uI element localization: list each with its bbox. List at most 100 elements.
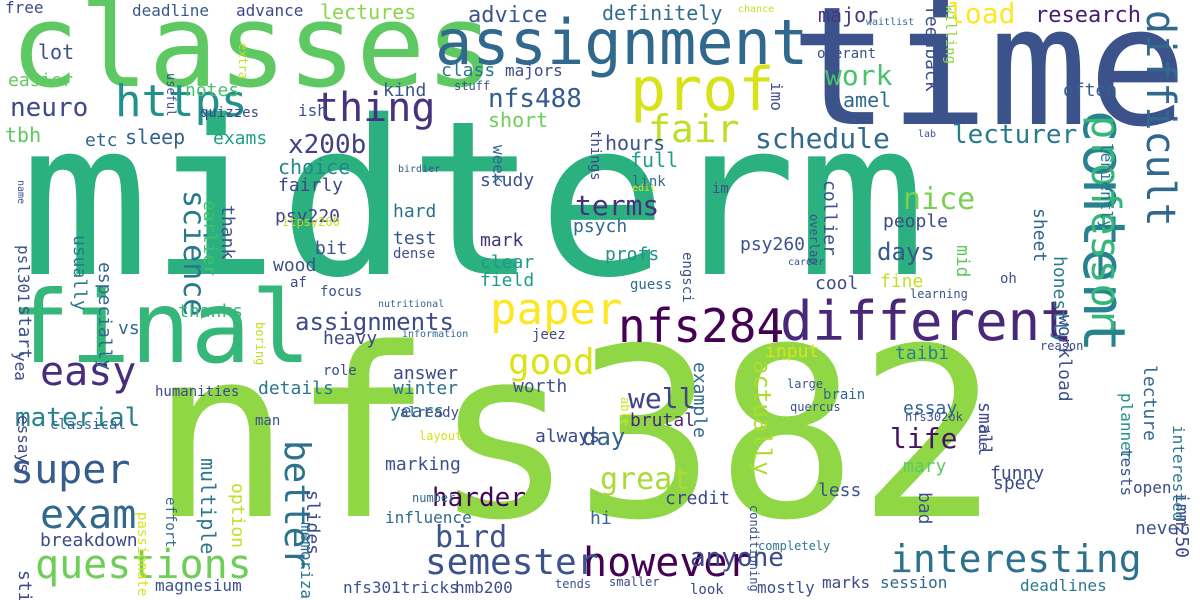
cloud-word: time xyxy=(790,0,1188,163)
cloud-word: waitlist xyxy=(866,17,915,28)
cloud-word: leniently xyxy=(1097,143,1116,230)
cloud-word: conditioning xyxy=(747,505,761,592)
cloud-word: effort xyxy=(162,497,178,548)
cloud-word: tests xyxy=(1117,448,1136,497)
cloud-word: advice xyxy=(468,3,548,28)
cloud-word: session xyxy=(880,573,948,592)
cloud-word: clear xyxy=(480,252,535,273)
cloud-word: week xyxy=(489,145,508,184)
cloud-word: fair xyxy=(648,107,740,151)
cloud-word: able xyxy=(618,397,632,426)
cloud-word: large xyxy=(787,377,824,391)
cloud-word: heavy xyxy=(323,328,378,349)
cloud-word: im xyxy=(712,181,729,197)
cloud-word: good xyxy=(508,342,595,383)
cloud-word: assignment xyxy=(435,6,809,79)
cloud-word: oh xyxy=(1000,271,1017,287)
cloud-word: super xyxy=(10,447,131,493)
cloud-word: class xyxy=(441,60,496,81)
cloud-word: research xyxy=(1035,3,1141,28)
cloud-word: different xyxy=(780,290,1073,353)
cloud-word: brain xyxy=(823,387,866,403)
cloud-word: final xyxy=(10,269,312,386)
cloud-word: days xyxy=(877,238,935,266)
cloud-word: magnesium xyxy=(155,576,242,595)
cloud-word: semester xyxy=(425,542,599,583)
cloud-word: kind xyxy=(383,80,427,101)
cloud-word: field xyxy=(480,270,535,291)
cloud-word: credit xyxy=(665,488,731,509)
cloud-word: schedule xyxy=(755,122,890,155)
cloud-word: information xyxy=(402,329,469,340)
cloud-word: midterm xyxy=(20,74,927,325)
cloud-word: mary xyxy=(903,456,947,477)
cloud-word: notes xyxy=(185,80,240,101)
cloud-word: operant xyxy=(817,46,877,62)
cloud-word: input xyxy=(765,341,820,362)
cloud-word: paper xyxy=(490,284,623,335)
cloud-word: classical xyxy=(50,417,126,433)
cloud-word: mostly xyxy=(757,578,815,597)
cloud-word: answer xyxy=(393,363,459,384)
cloud-word: edit xyxy=(632,183,657,194)
cloud-word: material xyxy=(15,403,141,433)
cloud-word: etc xyxy=(85,130,118,151)
cloud-word: choice xyxy=(278,155,351,179)
cloud-word: fairly xyxy=(278,175,344,196)
cloud-word: load xyxy=(948,0,1016,30)
cloud-word: man xyxy=(255,413,281,429)
cloud-word: yea xyxy=(11,352,30,381)
cloud-word: essay xyxy=(903,398,958,419)
cloud-word: career xyxy=(788,257,825,268)
cloud-word: vs xyxy=(118,318,140,339)
cloud-word: due xyxy=(975,425,991,451)
cloud-word: lot xyxy=(38,40,75,64)
cloud-word: anyone xyxy=(690,543,784,573)
cloud-word: imo xyxy=(767,82,786,111)
cloud-word: day xyxy=(582,423,626,451)
cloud-word: usually xyxy=(69,235,90,311)
cloud-word: feedback xyxy=(921,5,942,92)
cloud-word: nfs284 xyxy=(618,299,785,353)
cloud-word: years xyxy=(390,401,445,422)
cloud-word: birdier xyxy=(398,164,441,175)
cloud-word: collier xyxy=(819,180,840,256)
cloud-word: quercus xyxy=(790,400,841,414)
cloud-word: thank xyxy=(217,205,238,260)
cloud-word: interested xyxy=(1169,425,1188,522)
cloud-word: ish xyxy=(298,101,327,120)
cloud-word: look xyxy=(690,582,724,598)
cloud-word: already xyxy=(400,405,460,421)
cloud-word: mid xyxy=(952,245,973,278)
cloud-word: multiple xyxy=(196,458,220,555)
cloud-word: hours xyxy=(605,131,666,155)
cloud-word: hmb200 xyxy=(455,578,513,597)
cloud-word: bird xyxy=(435,520,508,555)
cloud-word: https xyxy=(115,76,248,127)
cloud-word: fine xyxy=(880,271,924,292)
cloud-word: link xyxy=(632,174,666,190)
cloud-word: quizzes xyxy=(200,105,260,121)
cloud-word: role xyxy=(323,363,357,379)
cloud-word: free xyxy=(5,0,44,17)
cloud-word: jeez xyxy=(532,327,566,343)
cloud-word: things xyxy=(587,130,603,181)
cloud-word: thing xyxy=(315,85,436,131)
cloud-word: engsci xyxy=(679,252,695,303)
cloud-word: lab xyxy=(918,129,937,140)
cloud-word: lecture xyxy=(1139,365,1160,441)
cloud-word: interesting xyxy=(890,537,1142,581)
cloud-word: nfs488 xyxy=(488,84,582,114)
cloud-word: lecturer xyxy=(952,120,1078,150)
cloud-word: sleep xyxy=(125,125,186,149)
cloud-word: nfs302ok xyxy=(905,410,963,424)
cloud-word: work xyxy=(825,59,893,92)
cloud-word: well xyxy=(628,382,696,415)
cloud-word: overlap xyxy=(807,214,821,265)
cloud-word: never xyxy=(1135,518,1190,539)
cloud-word: brutal xyxy=(630,410,696,431)
cloud-word: willing xyxy=(942,5,958,65)
cloud-word: nutritional xyxy=(378,299,445,310)
cloud-word: workload xyxy=(1054,315,1075,402)
cloud-word: breakdown xyxy=(40,530,138,551)
